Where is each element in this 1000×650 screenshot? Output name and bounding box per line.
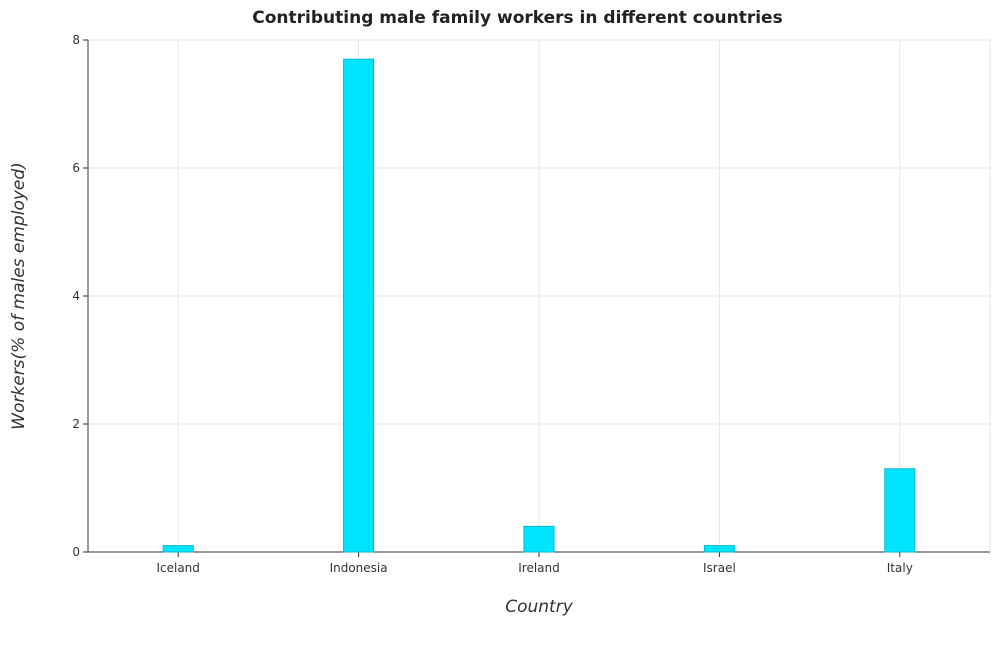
bar-italy: [884, 468, 916, 553]
chart-title: Contributing male family workers in diff…: [252, 8, 783, 28]
y-tick-label: 8: [72, 33, 80, 47]
bars: [162, 58, 916, 553]
axes: [83, 39, 990, 557]
bar-iceland: [162, 545, 194, 553]
x-tick-label: Iceland: [156, 561, 199, 575]
x-tick-label: Israel: [703, 561, 736, 575]
y-tick-label: 4: [72, 289, 80, 303]
grid-lines: [87, 39, 991, 553]
bar-ireland: [523, 525, 555, 553]
x-tick-label: Indonesia: [330, 561, 388, 575]
x-tick-label: Ireland: [518, 561, 560, 575]
y-tick-label: 6: [72, 161, 80, 175]
x-axis-title: Country: [505, 597, 573, 617]
y-tick-label: 2: [72, 417, 80, 431]
x-tick-label: Italy: [887, 561, 913, 575]
y-tick-label: 0: [72, 545, 80, 559]
tick-labels: 0 2 4 6 8 Iceland Indonesia Ireland Israel Italy: [72, 33, 912, 575]
bar-israel: [703, 545, 735, 553]
y-axis-title: Workers(% of males employed): [9, 162, 29, 430]
bar-indonesia: [343, 58, 375, 553]
